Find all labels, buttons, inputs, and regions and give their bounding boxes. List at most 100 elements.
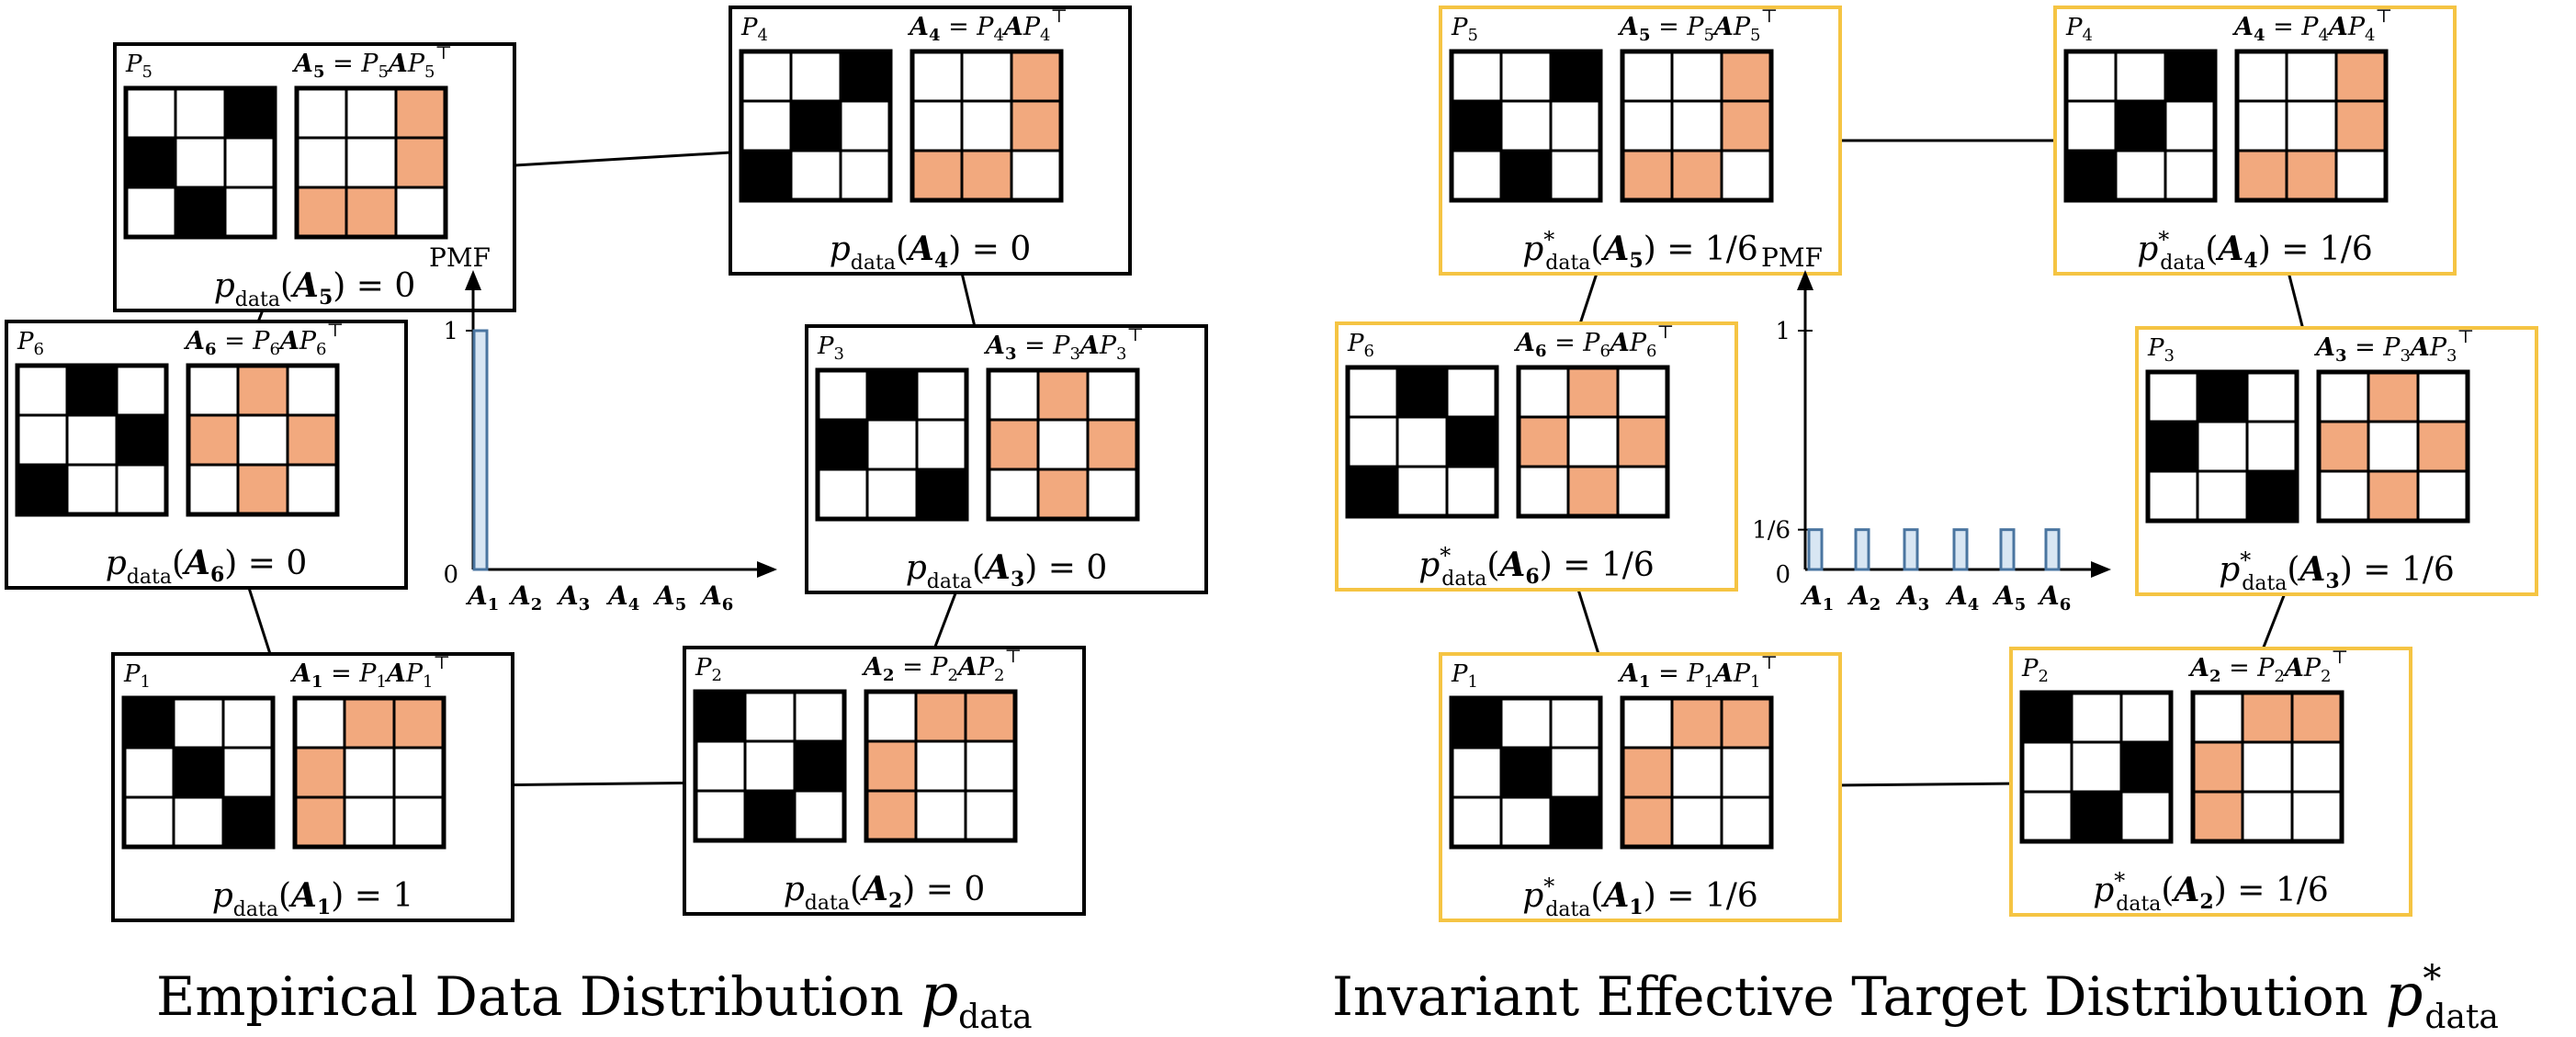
grid-cell-empty bbox=[839, 99, 892, 152]
grid-cell-empty bbox=[2235, 50, 2288, 103]
eq-A-index: 6 bbox=[205, 340, 217, 359]
eq-A-base: A bbox=[1712, 13, 1734, 41]
grid-cell-empty bbox=[964, 739, 1017, 793]
prob-paren-open: ( bbox=[1486, 547, 1499, 584]
cat-index: 4 bbox=[1968, 595, 1980, 614]
adjacency-matrix-grid bbox=[864, 689, 1018, 843]
grid-cell-filled bbox=[174, 186, 227, 239]
grid-cell-empty bbox=[2245, 370, 2299, 423]
prob-subscript: data bbox=[1545, 252, 1590, 275]
eq-equals: = bbox=[894, 653, 931, 682]
grid-cell-filled bbox=[1566, 465, 1620, 518]
prob-paren-open: ( bbox=[2161, 872, 2174, 909]
adjacency-matrix-grid bbox=[986, 367, 1140, 522]
eq-P2: P bbox=[1629, 329, 1647, 357]
pmf-category-label: A3 bbox=[1895, 580, 1929, 614]
eq-transpose: ⊤ bbox=[2457, 325, 2474, 347]
eq-P-index: 1 bbox=[376, 672, 386, 692]
cat-letter: A bbox=[1992, 580, 2015, 611]
permutation-matrix-grid bbox=[1449, 695, 1603, 850]
grid-cell-filled bbox=[1670, 149, 1723, 202]
eq-P-index: 2 bbox=[947, 666, 957, 685]
grid-cell-empty bbox=[789, 50, 842, 103]
cat-letter: A bbox=[1847, 580, 1870, 611]
eq-transpose: ⊤ bbox=[435, 41, 452, 63]
prob-star: * bbox=[1543, 227, 1554, 253]
grid-cell-filled bbox=[2191, 740, 2244, 794]
grid-cell-filled bbox=[2367, 370, 2420, 423]
grid-cell-empty bbox=[2317, 469, 2370, 523]
grid-cell-empty bbox=[1549, 746, 1602, 799]
eq-transpose: ⊤ bbox=[1656, 321, 1674, 343]
prob-star: * bbox=[1543, 874, 1554, 899]
probability-label: pdata(A1) = 1 bbox=[212, 876, 414, 921]
grid-cell-filled bbox=[914, 690, 967, 743]
prob-subscript: data bbox=[235, 288, 280, 311]
permutation-label: P3 bbox=[817, 333, 844, 364]
grid-border bbox=[1449, 695, 1603, 850]
caption-subscript: data bbox=[958, 998, 1032, 1036]
grid-cell-filled bbox=[1010, 50, 1063, 103]
perm-index: 5 bbox=[142, 62, 153, 82]
eq-A-index: 4 bbox=[2254, 26, 2265, 45]
grid-cell-empty bbox=[16, 413, 69, 467]
grid-cell-empty bbox=[174, 86, 227, 140]
eq-P2-index: 2 bbox=[2321, 667, 2331, 686]
grid-cell-empty bbox=[2070, 740, 2123, 794]
prob-A-index: 2 bbox=[2199, 890, 2213, 914]
cat-index: 3 bbox=[1918, 595, 1930, 614]
probability-label: pdata(A2) = 0 bbox=[784, 870, 986, 915]
eq-A: A bbox=[2313, 333, 2335, 362]
pmf-y-tick-label: 1 bbox=[443, 318, 458, 345]
prob-value: ) = 1/6 bbox=[2258, 231, 2373, 268]
eq-equals: = bbox=[324, 50, 361, 78]
grid-cell-empty bbox=[694, 789, 747, 842]
eq-A: A bbox=[2187, 654, 2209, 682]
pmf-y-label: PMF bbox=[429, 242, 491, 273]
permutation-matrix-grid bbox=[1449, 49, 1603, 203]
perm-index: 1 bbox=[141, 672, 151, 692]
caption-subscript: data bbox=[2424, 998, 2498, 1036]
grid-cell-empty bbox=[1670, 99, 1723, 152]
grid-cell-filled bbox=[864, 739, 918, 793]
eq-P2-index: 6 bbox=[1646, 342, 1656, 361]
adjacency-matrix-grid bbox=[294, 85, 448, 240]
grid-cell-empty bbox=[221, 696, 275, 750]
eq-A: A bbox=[2231, 13, 2254, 41]
prob-A: A bbox=[906, 230, 934, 268]
adjacency-matrix-grid bbox=[292, 695, 446, 850]
grid-cell-empty bbox=[392, 746, 446, 799]
cat-index: 6 bbox=[722, 595, 734, 614]
adjacency-matrix-grid bbox=[186, 363, 340, 517]
grid-cell-empty bbox=[2020, 740, 2073, 794]
adjacency-matrix-grid bbox=[1620, 49, 1774, 203]
grid-cell-empty bbox=[1616, 465, 1669, 518]
permutation-box-6: P6 A6 = P6AP6⊤p* data(A6) = 1/6 bbox=[1335, 321, 1738, 592]
eq-P2: P bbox=[2303, 654, 2322, 682]
prob-star: * bbox=[2240, 547, 2251, 573]
pmf-bar-A5 bbox=[1999, 528, 2016, 571]
prob-value: ) = 1/6 bbox=[2340, 551, 2455, 589]
eq-P: P bbox=[2256, 654, 2275, 682]
grid-cell-empty bbox=[295, 136, 348, 189]
grid-cell-filled bbox=[1036, 368, 1090, 422]
permutation-label: P2 bbox=[695, 654, 722, 685]
grid-cell-empty bbox=[2241, 790, 2294, 843]
grid-cell-empty bbox=[789, 149, 842, 202]
eq-P2: P bbox=[1733, 659, 1751, 688]
grid-cell-empty bbox=[2114, 149, 2167, 202]
grid-cell-empty bbox=[115, 463, 168, 516]
grid-cell-filled bbox=[2020, 691, 2073, 744]
grid-cell-empty bbox=[1720, 746, 1773, 799]
caption-symbol: p bbox=[2385, 962, 2423, 1030]
grid-cell-filled bbox=[394, 86, 447, 140]
pmf-category-label: A6 bbox=[2037, 580, 2071, 614]
probability-label: p* data(A3) = 1/6 bbox=[2219, 547, 2455, 595]
permutation-box-3: P3 A3 = P3AP3⊤p* data(A3) = 1/6 bbox=[2135, 325, 2538, 596]
eq-P2-index: 6 bbox=[316, 340, 326, 359]
perm-index: 3 bbox=[834, 344, 844, 364]
eq-P2-index: 1 bbox=[1750, 672, 1760, 692]
grid-cell-filled bbox=[221, 795, 275, 849]
grid-cell-empty bbox=[1346, 415, 1399, 468]
cat-letter: A bbox=[465, 580, 488, 611]
